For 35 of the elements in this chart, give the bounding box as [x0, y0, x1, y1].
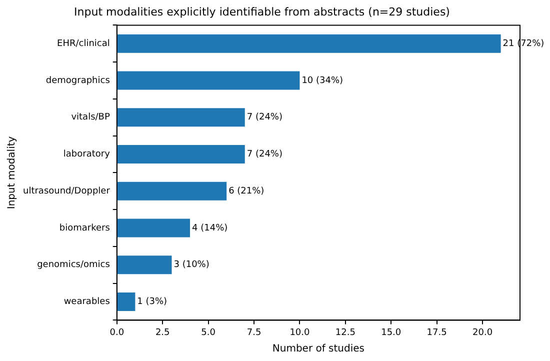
bar — [117, 34, 501, 53]
x-tick-label: 10.0 — [290, 328, 310, 338]
bar — [117, 108, 245, 127]
x-tick-label: 12.5 — [335, 328, 356, 338]
data-label: 7 (24%) — [246, 150, 282, 160]
bar — [117, 71, 300, 90]
y-tick-label: demographics — [46, 76, 110, 86]
x-tick-label: 0.0 — [110, 328, 124, 338]
y-tick-label: EHR/clinical — [57, 38, 110, 49]
x-tick-label: 7.5 — [246, 328, 262, 338]
y-tick-label: ultrasound/Doppler — [22, 186, 110, 196]
bar — [117, 292, 136, 311]
bar — [117, 145, 245, 164]
bar — [117, 218, 190, 238]
x-tick-label: 17.5 — [426, 328, 447, 338]
data-label: 10 (34%) — [302, 76, 344, 86]
data-label: 6 (21%) — [228, 186, 264, 196]
x-axis-title: Number of studies — [272, 344, 365, 355]
x-tick-label: 2.5 — [155, 328, 170, 338]
y-tick-label: laboratory — [63, 150, 111, 160]
x-tick-label: 20.0 — [472, 328, 493, 338]
data-label: 3 (10%) — [174, 260, 210, 270]
bar — [117, 256, 172, 274]
x-tick-label: 5.0 — [201, 328, 216, 338]
y-tick-label: biomarkers — [59, 223, 110, 234]
y-tick-label: vitals/BP — [71, 112, 110, 123]
x-tick-label: 15.0 — [381, 328, 402, 338]
chart-title: Input modalities explicitly identifiable from abstracts (n=29 studies) — [74, 5, 450, 18]
data-label: 4 (14%) — [192, 223, 228, 234]
data-label: 7 (24%) — [246, 112, 282, 123]
y-tick-label: genomics/omics — [37, 260, 110, 270]
y-tick-label: wearables — [64, 297, 110, 308]
data-label: 1 (3%) — [137, 297, 168, 308]
bar — [117, 182, 227, 200]
y-axis-title: Input modality — [6, 136, 18, 210]
